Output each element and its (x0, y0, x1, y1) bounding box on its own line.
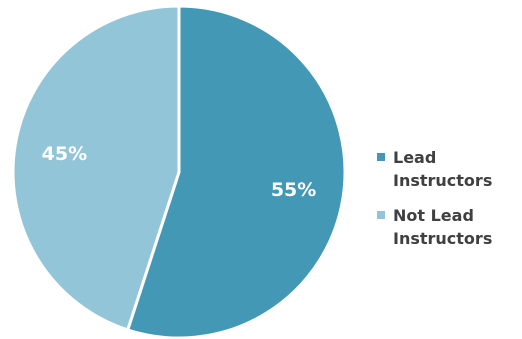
legend: Lead Instructors Not Lead Instructors (377, 146, 517, 262)
legend-swatch-not-lead-instructors (377, 211, 385, 219)
data-label-lead-instructors: 55% (271, 179, 316, 201)
data-label-not-lead-instructors: 45% (42, 143, 87, 165)
legend-label-not-lead-instructors-line2: Instructors (393, 229, 493, 248)
pie-slice-not-lead-instructors (11, 4, 181, 332)
legend-item-lead-instructors: Lead Instructors (377, 146, 517, 192)
pie-data-labels: 55% 45% (42, 143, 317, 201)
legend-label-lead-instructors-line2: Instructors (393, 171, 493, 190)
pie-chart-svg: 55% 45% (11, 4, 347, 339)
legend-label-lead-instructors-line1: Lead (393, 148, 437, 167)
legend-item-not-lead-instructors: Not Lead Instructors (377, 204, 517, 250)
legend-swatch-lead-instructors (377, 153, 385, 161)
legend-label-not-lead-instructors-line1: Not Lead (393, 206, 474, 225)
pie-slices (11, 4, 347, 339)
pie-slice-lead-instructors (126, 4, 347, 339)
